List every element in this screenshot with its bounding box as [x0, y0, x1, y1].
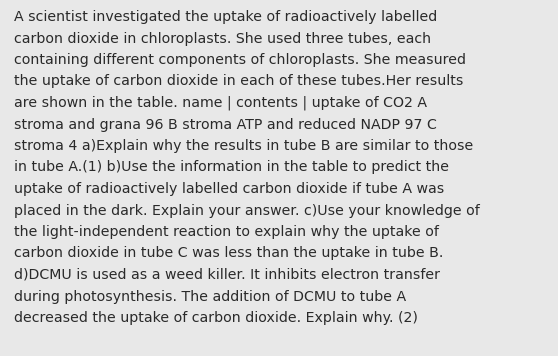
Text: decreased the uptake of carbon dioxide. Explain why. (2): decreased the uptake of carbon dioxide. … — [14, 311, 418, 325]
Text: carbon dioxide in chloroplasts. She used three tubes, each: carbon dioxide in chloroplasts. She used… — [14, 31, 431, 46]
Text: during photosynthesis. The addition of DCMU to tube A: during photosynthesis. The addition of D… — [14, 289, 406, 304]
Text: uptake of radioactively labelled carbon dioxide if tube A was: uptake of radioactively labelled carbon … — [14, 182, 444, 196]
Text: the uptake of carbon dioxide in each of these tubes.Her results: the uptake of carbon dioxide in each of … — [14, 74, 463, 89]
Text: placed in the dark. Explain your answer. c)Use your knowledge of: placed in the dark. Explain your answer.… — [14, 204, 480, 218]
Text: carbon dioxide in tube C was less than the uptake in tube B.: carbon dioxide in tube C was less than t… — [14, 246, 444, 261]
Text: containing different components of chloroplasts. She measured: containing different components of chlor… — [14, 53, 466, 67]
Text: stroma 4 a)Explain why the results in tube B are similar to those: stroma 4 a)Explain why the results in tu… — [14, 139, 473, 153]
Text: in tube A.(1) b)Use the information in the table to predict the: in tube A.(1) b)Use the information in t… — [14, 161, 449, 174]
Text: stroma and grana 96 B stroma ATP and reduced NADP 97 C: stroma and grana 96 B stroma ATP and red… — [14, 117, 437, 131]
Text: are shown in the table. name | contents | uptake of CO2 A: are shown in the table. name | contents … — [14, 96, 427, 110]
Text: the light-independent reaction to explain why the uptake of: the light-independent reaction to explai… — [14, 225, 439, 239]
Text: d)DCMU is used as a weed killer. It inhibits electron transfer: d)DCMU is used as a weed killer. It inhi… — [14, 268, 440, 282]
Text: A scientist investigated the uptake of radioactively labelled: A scientist investigated the uptake of r… — [14, 10, 437, 24]
